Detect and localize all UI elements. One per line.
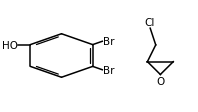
Text: HO: HO <box>2 40 18 50</box>
Text: Br: Br <box>103 36 114 46</box>
Text: Cl: Cl <box>144 18 154 28</box>
Text: Br: Br <box>103 66 114 76</box>
Text: O: O <box>156 76 165 86</box>
